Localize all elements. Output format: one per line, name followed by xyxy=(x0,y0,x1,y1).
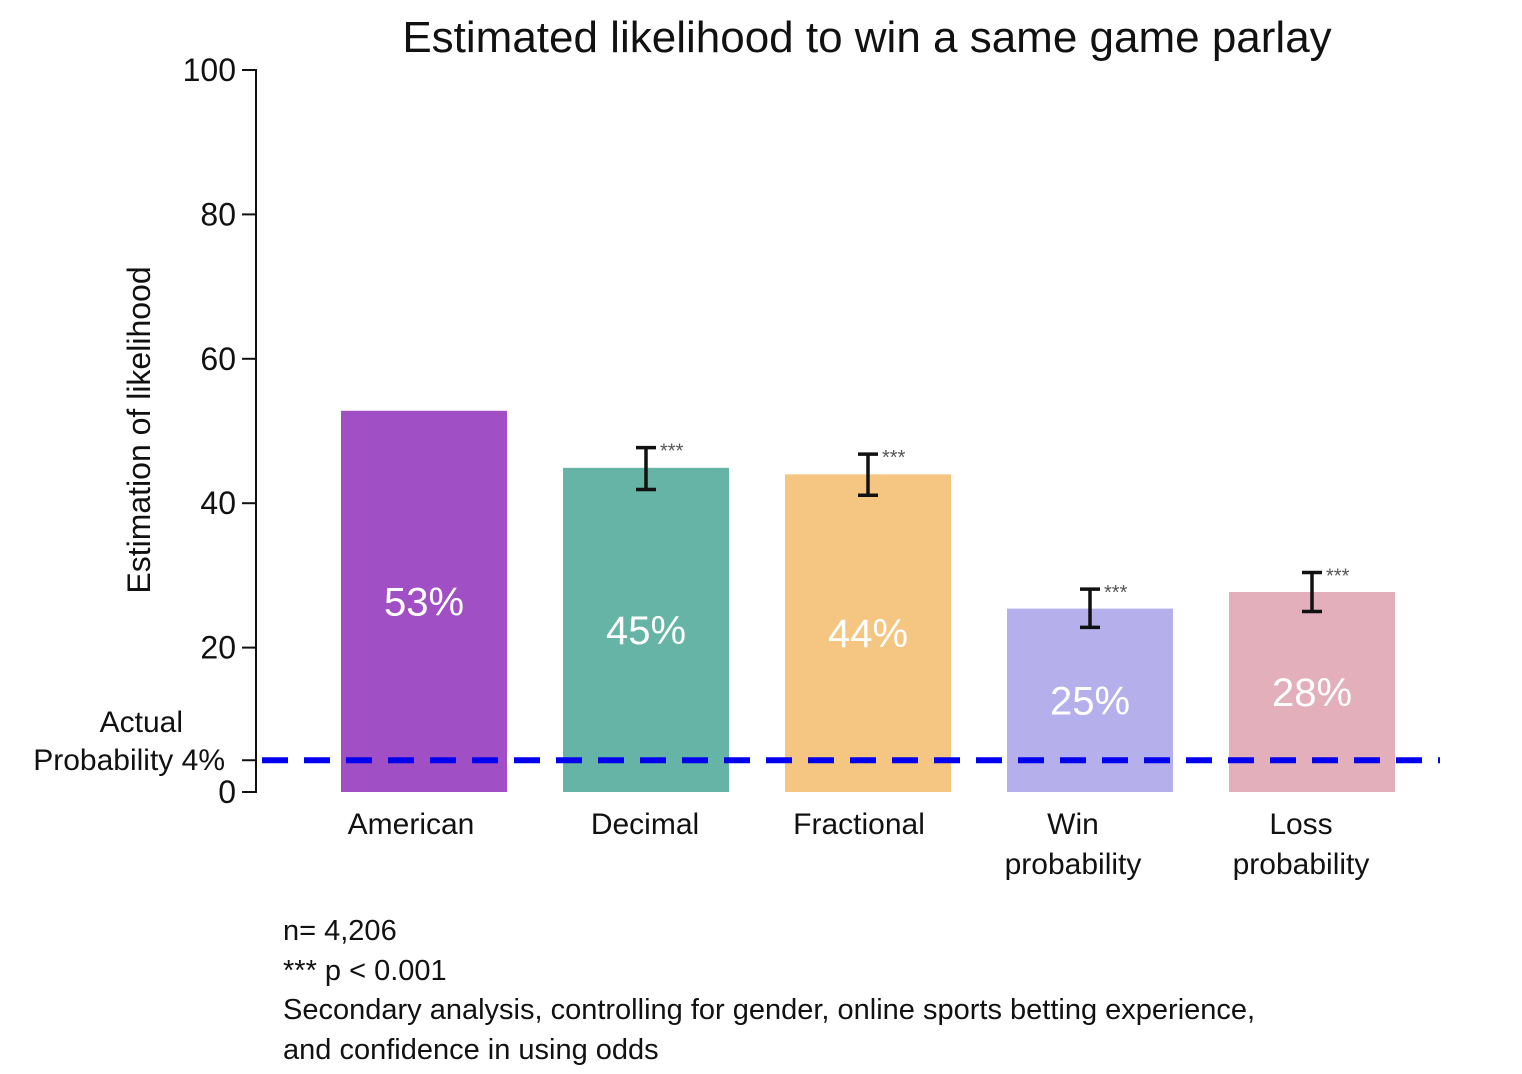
analysis-note-line-2: and confidence in using odds xyxy=(283,1033,659,1066)
x-axis-labels: American Decimal Fractional Win probability L… xyxy=(348,808,1370,881)
bar-value-label-0: 53% xyxy=(384,580,464,624)
bar-value-label-3: 25% xyxy=(1050,679,1130,723)
significance-note: *** p < 0.001 xyxy=(283,954,447,987)
y-tick-label-100: 100 xyxy=(183,52,236,88)
reference-line-group: Actual Probability 4% xyxy=(33,706,1440,777)
bar-value-label-2: 44% xyxy=(828,612,908,656)
significance-marker-1: *** xyxy=(660,441,684,463)
x-category-label-4: Loss probability xyxy=(1233,808,1370,881)
significance-marker-4: *** xyxy=(1326,566,1350,588)
y-tick-label-0: 0 xyxy=(218,774,236,810)
y-tick-label-60: 60 xyxy=(200,341,236,377)
sample-size-note: n= 4,206 xyxy=(283,915,397,947)
bar-value-label-1: 45% xyxy=(606,609,686,653)
y-axis-label: Estimation of likelihood xyxy=(121,266,157,593)
significance-marker-3: *** xyxy=(1104,582,1128,604)
bar-1 xyxy=(563,467,729,792)
x-category-label-1: Decimal xyxy=(591,808,699,841)
chart-title: Estimated likelihood to win a same game … xyxy=(402,13,1331,62)
y-tick-label-20: 20 xyxy=(200,630,236,666)
bar-value-label-4: 28% xyxy=(1272,671,1352,715)
x-category-label-2: Fractional xyxy=(793,808,925,841)
bar-2 xyxy=(785,474,951,792)
actual-probability-label: Actual Probability 4% xyxy=(33,706,225,777)
analysis-note-line-1: Secondary analysis, controlling for gend… xyxy=(283,994,1256,1026)
y-tick-label-80: 80 xyxy=(200,196,236,232)
x-category-label-3: Win probability xyxy=(1005,808,1142,881)
bars-group: 53% 45% *** 44% *** 25% *** 28% *** xyxy=(341,410,1395,792)
footnotes: n= 4,206 *** p < 0.001 Secondary analysi… xyxy=(283,912,1255,1070)
y-tick-label-40: 40 xyxy=(200,485,236,521)
bar-0 xyxy=(341,410,507,792)
x-category-label-0: American xyxy=(348,808,475,841)
significance-marker-2: *** xyxy=(882,447,906,469)
y-axis: 0 20 40 60 80 100 xyxy=(183,52,257,810)
bar-chart: Estimated likelihood to win a same game … xyxy=(33,13,1440,881)
